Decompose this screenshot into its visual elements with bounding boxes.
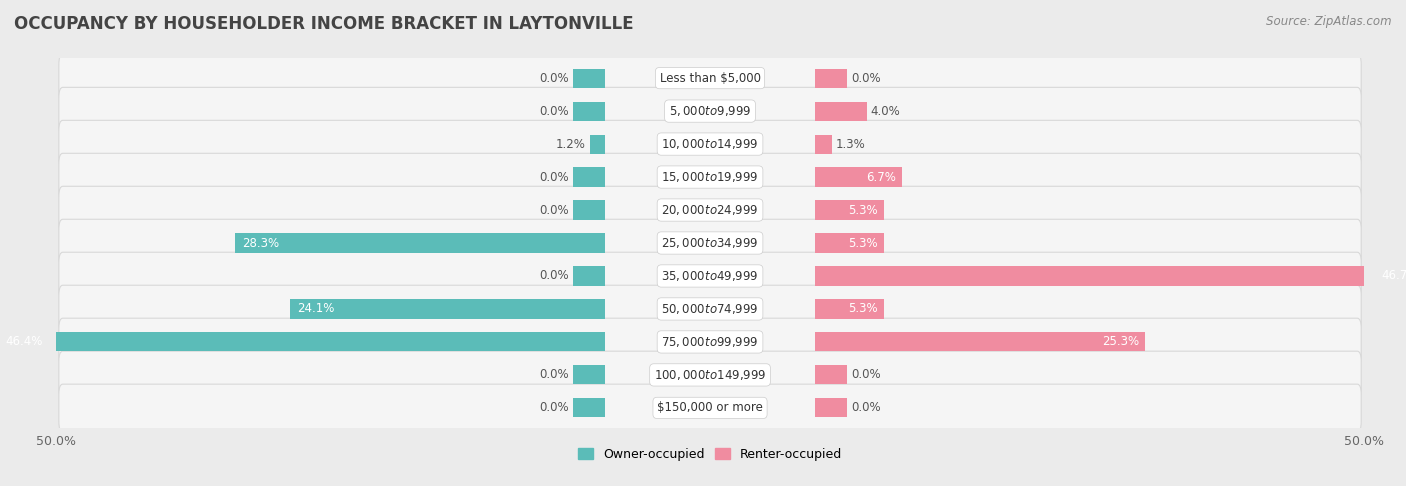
Bar: [814, 200, 884, 220]
Text: 5.3%: 5.3%: [848, 237, 877, 249]
Bar: [0, 332, 606, 351]
Bar: [572, 266, 606, 286]
Bar: [814, 266, 1406, 286]
Text: 0.0%: 0.0%: [538, 71, 569, 85]
Text: 1.2%: 1.2%: [555, 138, 586, 151]
Text: 0.0%: 0.0%: [851, 71, 882, 85]
FancyBboxPatch shape: [59, 351, 1361, 399]
Text: 0.0%: 0.0%: [538, 269, 569, 282]
Bar: [814, 299, 884, 318]
Bar: [814, 135, 831, 154]
Text: 0.0%: 0.0%: [538, 204, 569, 217]
Text: $25,000 to $34,999: $25,000 to $34,999: [661, 236, 759, 250]
Bar: [814, 365, 848, 384]
Text: 25.3%: 25.3%: [1102, 335, 1139, 348]
Text: $75,000 to $99,999: $75,000 to $99,999: [661, 335, 759, 349]
FancyBboxPatch shape: [59, 384, 1361, 432]
Bar: [572, 399, 606, 417]
Bar: [290, 299, 606, 318]
Legend: Owner-occupied, Renter-occupied: Owner-occupied, Renter-occupied: [574, 443, 846, 466]
Text: 4.0%: 4.0%: [870, 104, 901, 118]
Text: 0.0%: 0.0%: [538, 171, 569, 184]
Text: 0.0%: 0.0%: [538, 401, 569, 415]
Bar: [814, 332, 1146, 351]
Text: Source: ZipAtlas.com: Source: ZipAtlas.com: [1267, 15, 1392, 28]
Text: 5.3%: 5.3%: [848, 204, 877, 217]
Bar: [572, 69, 606, 87]
Text: $15,000 to $19,999: $15,000 to $19,999: [661, 170, 759, 184]
FancyBboxPatch shape: [59, 54, 1361, 102]
Bar: [814, 69, 848, 87]
Text: 28.3%: 28.3%: [242, 237, 278, 249]
Bar: [814, 233, 884, 253]
Text: 0.0%: 0.0%: [851, 368, 882, 382]
Text: $10,000 to $14,999: $10,000 to $14,999: [661, 137, 759, 151]
Text: $5,000 to $9,999: $5,000 to $9,999: [669, 104, 751, 118]
Text: Less than $5,000: Less than $5,000: [659, 71, 761, 85]
Text: OCCUPANCY BY HOUSEHOLDER INCOME BRACKET IN LAYTONVILLE: OCCUPANCY BY HOUSEHOLDER INCOME BRACKET …: [14, 15, 634, 33]
Text: 0.0%: 0.0%: [538, 104, 569, 118]
Text: 0.0%: 0.0%: [538, 368, 569, 382]
Text: 24.1%: 24.1%: [297, 302, 335, 315]
Bar: [572, 102, 606, 121]
FancyBboxPatch shape: [59, 186, 1361, 234]
Text: 0.0%: 0.0%: [851, 401, 882, 415]
FancyBboxPatch shape: [59, 121, 1361, 168]
FancyBboxPatch shape: [59, 87, 1361, 135]
FancyBboxPatch shape: [59, 219, 1361, 267]
Text: $150,000 or more: $150,000 or more: [657, 401, 763, 415]
Text: $50,000 to $74,999: $50,000 to $74,999: [661, 302, 759, 316]
FancyBboxPatch shape: [59, 318, 1361, 365]
Text: $20,000 to $24,999: $20,000 to $24,999: [661, 203, 759, 217]
Text: $100,000 to $149,999: $100,000 to $149,999: [654, 368, 766, 382]
Text: 1.3%: 1.3%: [835, 138, 865, 151]
Bar: [572, 365, 606, 384]
FancyBboxPatch shape: [59, 285, 1361, 333]
Bar: [235, 233, 606, 253]
Text: 46.4%: 46.4%: [6, 335, 42, 348]
Text: 6.7%: 6.7%: [866, 171, 896, 184]
FancyBboxPatch shape: [59, 153, 1361, 201]
Bar: [589, 135, 606, 154]
Bar: [814, 399, 848, 417]
Bar: [814, 168, 903, 187]
Bar: [814, 102, 868, 121]
Text: $35,000 to $49,999: $35,000 to $49,999: [661, 269, 759, 283]
FancyBboxPatch shape: [59, 252, 1361, 300]
Text: 46.7%: 46.7%: [1381, 269, 1406, 282]
Bar: [572, 200, 606, 220]
Text: 5.3%: 5.3%: [848, 302, 877, 315]
Bar: [572, 168, 606, 187]
